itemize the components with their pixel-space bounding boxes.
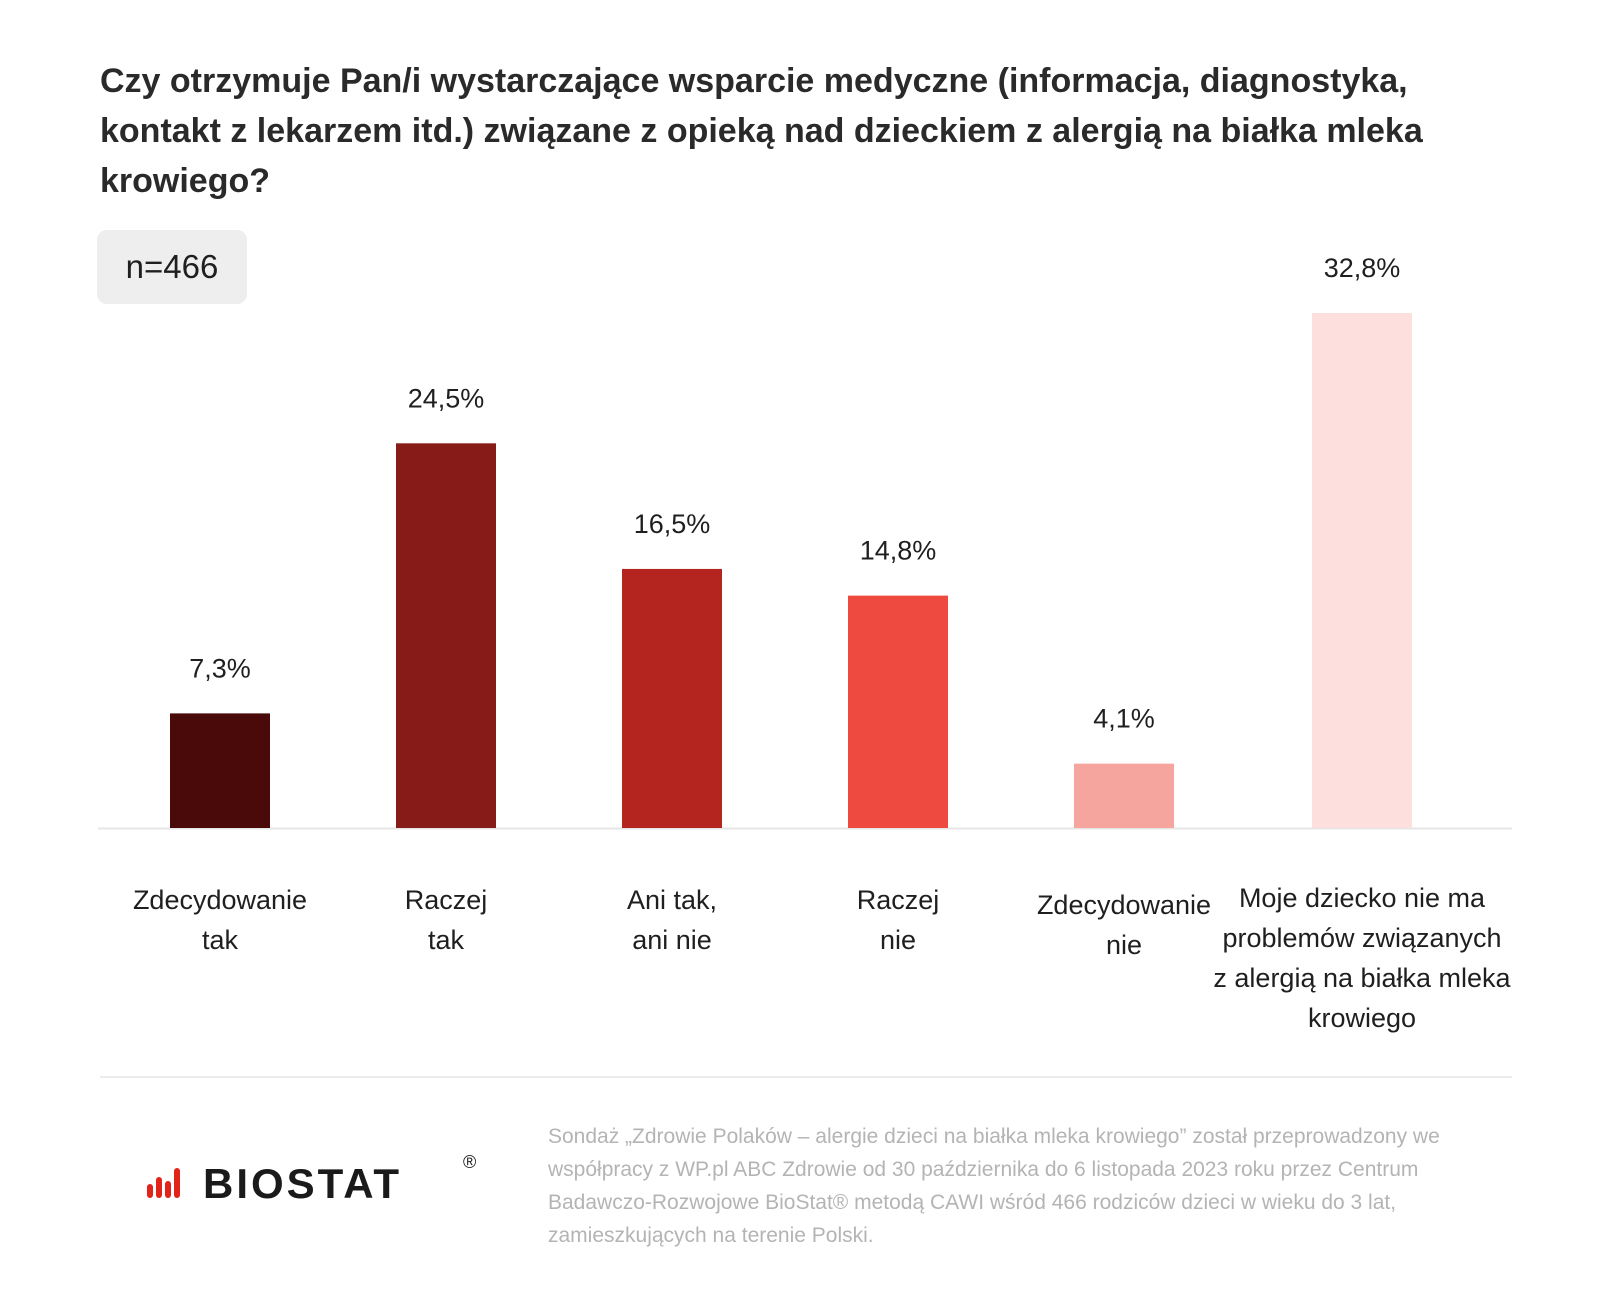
category-label: Zdecydowanie nie	[969, 885, 1279, 965]
logo-bars-icon	[147, 1168, 180, 1198]
category-label: Moje dziecko nie ma problemów związanych z…	[1207, 878, 1517, 1038]
category-label-line: nie	[1105, 930, 1143, 960]
category-label-line: tak	[427, 925, 465, 955]
chart-title: Czy otrzymuje Pan/i wystarczające wsparc…	[100, 62, 1423, 200]
category-label-line: ani nie	[632, 925, 712, 955]
logo-wordmark: BIOSTAT	[203, 1160, 402, 1207]
bar	[622, 568, 722, 828]
category-label: Ani tak, ani nie	[517, 880, 827, 960]
bar-chart: 7,3% 24,5% 16,5% 14,8% 4,1% 32,8%	[98, 253, 1512, 830]
category-label-line: krowiego	[1307, 1003, 1417, 1033]
data-label: 24,5%	[408, 383, 485, 413]
bar	[396, 443, 496, 828]
data-label: 32,8%	[1324, 253, 1401, 283]
registered-mark: ®	[463, 1152, 476, 1172]
bar	[848, 595, 948, 828]
bar	[1312, 313, 1412, 828]
category-label-line: tak	[201, 925, 239, 955]
category-label-line: Ani tak,	[626, 885, 718, 915]
data-label: 14,8%	[860, 536, 937, 566]
category-label-line: Zdecydowanie	[1036, 890, 1212, 920]
bar	[170, 713, 270, 828]
category-label: Zdecydowanie tak	[65, 880, 375, 960]
data-label: 7,3%	[189, 653, 251, 683]
bar	[1074, 763, 1174, 828]
category-label: Raczej tak	[291, 880, 601, 960]
category-label-line: problemów związanych	[1222, 923, 1502, 953]
category-label-line: Zdecydowanie	[132, 885, 308, 915]
category-label-line: Raczej	[856, 885, 940, 915]
data-label: 16,5%	[634, 509, 711, 539]
category-label-line: Raczej	[404, 885, 488, 915]
category-label-line: z alergią na białka mleka	[1213, 963, 1511, 993]
sample-size-badge: n=466	[97, 230, 247, 304]
category-label: Raczej nie	[743, 880, 1053, 960]
footer-divider	[100, 1076, 1512, 1078]
survey-footnote: Sondaż „Zdrowie Polaków – alergie dzieci…	[548, 1125, 1440, 1247]
category-label-line: nie	[879, 925, 917, 955]
category-label-line: Moje dziecko nie ma	[1238, 883, 1486, 913]
data-label: 4,1%	[1093, 704, 1155, 734]
biostat-logo: BIOSTAT ®	[147, 1152, 476, 1207]
